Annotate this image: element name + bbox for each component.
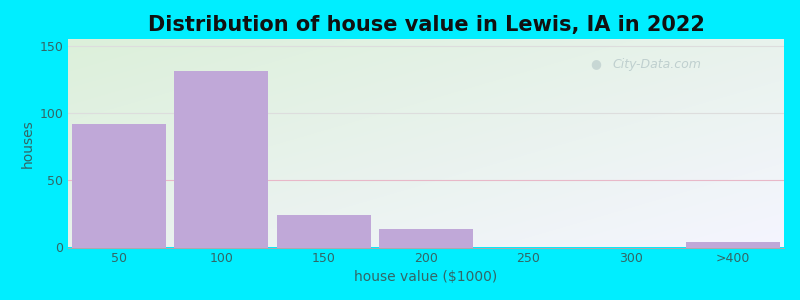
X-axis label: house value ($1000): house value ($1000) — [354, 269, 498, 284]
Text: ●: ● — [590, 58, 602, 70]
Bar — [379, 229, 473, 247]
Bar — [277, 215, 370, 248]
Bar — [72, 124, 166, 248]
Bar — [686, 242, 780, 248]
Bar — [174, 71, 269, 248]
Y-axis label: houses: houses — [21, 119, 35, 168]
Text: City-Data.com: City-Data.com — [612, 58, 701, 70]
Title: Distribution of house value in Lewis, IA in 2022: Distribution of house value in Lewis, IA… — [147, 15, 705, 35]
